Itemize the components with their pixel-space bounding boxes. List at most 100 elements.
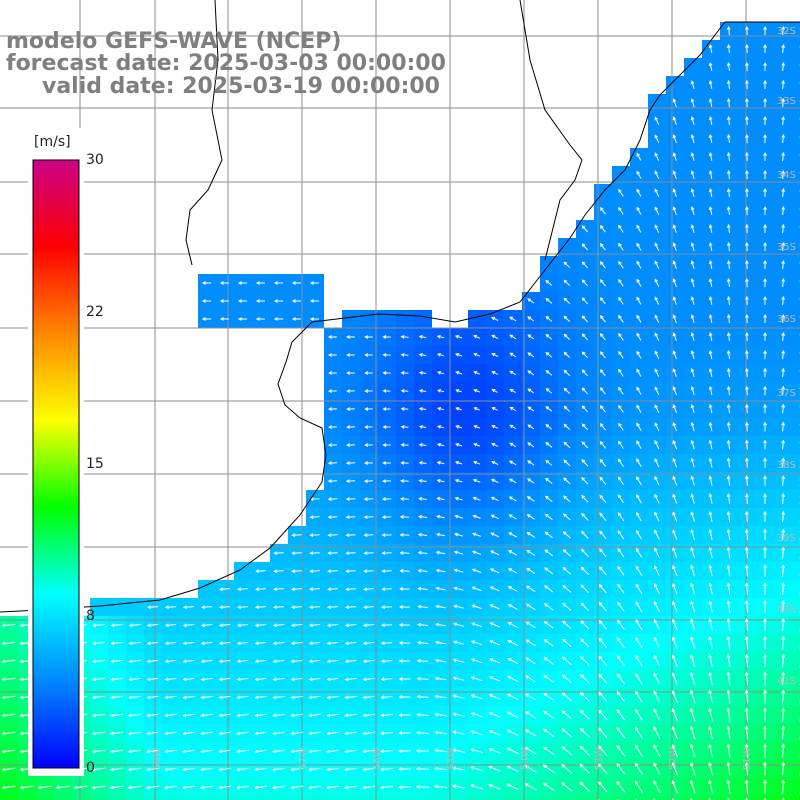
wind-arrow	[455, 389, 462, 393]
wind-cell	[288, 796, 306, 800]
wind-arrow	[201, 317, 211, 321]
wind-arrow	[399, 515, 410, 519]
wind-arrow	[563, 369, 571, 376]
wind-arrow	[290, 659, 303, 664]
wind-arrow	[745, 241, 749, 252]
lat-label: 38S	[777, 460, 796, 471]
wind-arrow	[579, 709, 590, 720]
wind-arrow	[164, 785, 177, 790]
wind-arrow	[527, 442, 535, 448]
wind-arrow	[708, 600, 713, 613]
wind-arrow	[781, 600, 786, 613]
wind-arrow	[327, 443, 338, 447]
wind-arrow	[562, 567, 572, 575]
wind-cell	[792, 94, 800, 112]
wind-arrow	[634, 780, 643, 793]
wind-arrow	[200, 767, 213, 772]
wind-arrow	[708, 457, 713, 468]
wind-arrow	[744, 653, 749, 668]
wind-arrow	[726, 385, 731, 396]
wind-arrow	[291, 569, 302, 574]
wind-arrow	[672, 116, 677, 125]
wind-arrow	[255, 317, 265, 321]
wind-arrow	[599, 476, 607, 485]
wind-arrow	[110, 641, 123, 646]
wind-arrow	[745, 797, 749, 800]
wind-arrow	[471, 586, 482, 592]
wind-arrow	[145, 785, 160, 790]
wind-arrow	[524, 711, 537, 719]
wind-arrow	[344, 731, 357, 736]
wind-arrow	[763, 277, 767, 288]
wind-arrow	[671, 708, 678, 722]
wind-cell	[414, 796, 432, 800]
wind-arrow	[398, 677, 411, 681]
wind-arrow	[1, 785, 16, 790]
wind-arrow	[672, 278, 677, 287]
wind-arrow	[490, 550, 500, 556]
wind-arrow	[237, 317, 247, 321]
wind-arrow	[545, 315, 553, 322]
wind-arrow	[635, 619, 643, 631]
wind-arrow	[635, 762, 643, 775]
wind-arrow	[470, 784, 484, 790]
wind-arrow	[525, 621, 536, 629]
wind-arrow	[618, 368, 624, 377]
wind-arrow	[581, 369, 588, 377]
wind-arrow	[726, 205, 731, 216]
wind-arrow	[1, 677, 16, 682]
wind-arrow	[763, 725, 767, 740]
wind-cell	[324, 796, 342, 800]
wind-arrow	[671, 744, 678, 758]
wind-cell	[360, 310, 378, 328]
wind-arrow	[473, 353, 481, 357]
wind-arrow	[416, 766, 429, 771]
wind-arrow	[455, 371, 463, 375]
wind-arrow	[542, 782, 555, 792]
wind-arrow	[781, 475, 786, 486]
wind-arrow	[581, 405, 588, 413]
wind-cell	[792, 436, 800, 454]
wind-arrow	[346, 389, 355, 393]
wind-arrow	[708, 671, 713, 686]
wind-arrow	[109, 767, 124, 772]
wind-arrow	[110, 695, 123, 700]
wind-arrow	[561, 710, 572, 720]
wind-arrow	[654, 242, 660, 251]
wind-arrow	[781, 25, 786, 36]
wind-arrow	[362, 659, 375, 664]
wind-arrow	[744, 671, 749, 686]
wind-arrow	[781, 421, 786, 432]
wind-arrow	[451, 784, 466, 789]
wind-arrow	[726, 797, 730, 800]
wind-arrow	[526, 478, 535, 484]
wind-arrow	[91, 749, 106, 754]
wind-arrow	[327, 533, 338, 538]
wind-arrow	[618, 242, 624, 251]
wind-arrow	[690, 511, 695, 522]
wind-arrow	[273, 299, 283, 303]
wind-arrow	[200, 623, 213, 628]
wind-arrow	[416, 712, 429, 717]
wind-arrow	[726, 367, 731, 378]
wind-arrow	[272, 677, 285, 682]
wind-arrow	[273, 569, 284, 574]
wind-arrow	[455, 425, 462, 429]
wind-arrow	[561, 728, 573, 738]
wind-arrow	[326, 749, 339, 754]
wind-arrow	[763, 403, 767, 414]
wind-arrow	[726, 671, 731, 686]
wind-arrow	[290, 677, 303, 682]
wind-arrow	[309, 569, 320, 574]
wind-arrow	[488, 694, 501, 700]
wind-arrow	[146, 659, 159, 664]
wind-cell	[792, 112, 800, 130]
wind-arrow	[200, 731, 213, 736]
wind-arrow	[346, 425, 355, 429]
wind-arrow	[545, 297, 553, 304]
wind-arrow	[328, 371, 337, 375]
wind-arrow	[470, 694, 483, 700]
wind-arrow	[526, 549, 536, 556]
wind-arrow	[543, 603, 554, 611]
wind-arrow	[636, 476, 642, 486]
